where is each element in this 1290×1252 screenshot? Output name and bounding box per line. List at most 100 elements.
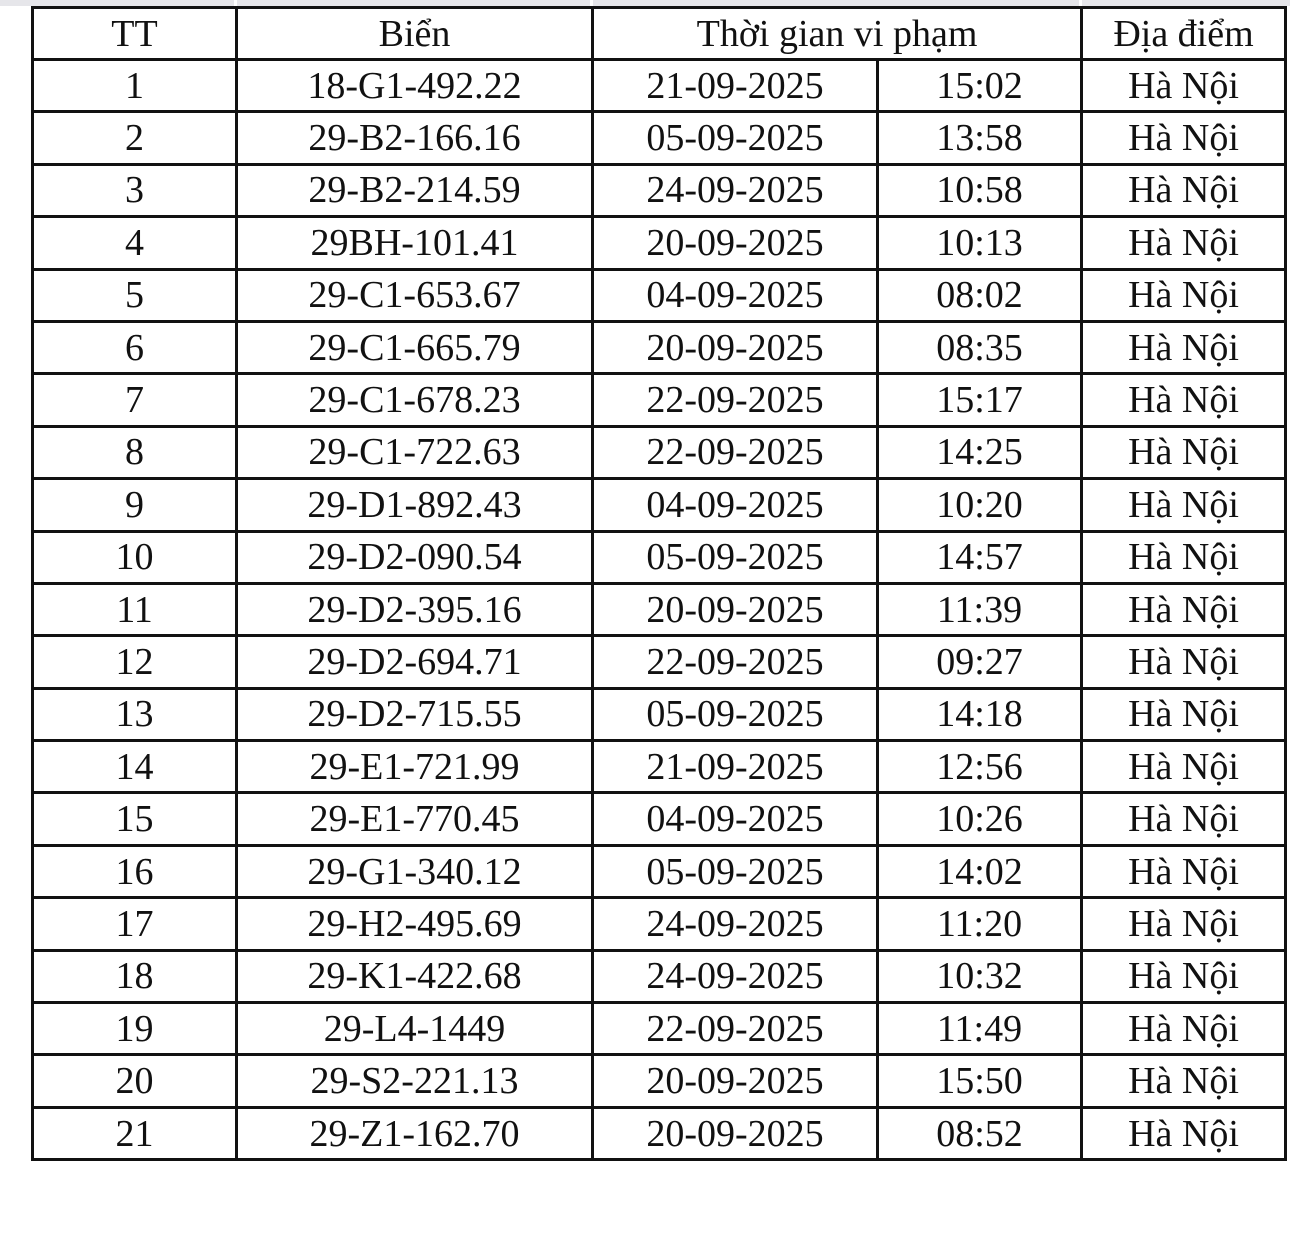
cell-tt: 12 xyxy=(31,634,238,690)
cell-date: 05-09-2025 xyxy=(591,529,879,585)
cell-date: 20-09-2025 xyxy=(591,1053,879,1109)
cell-time: 13:58 xyxy=(876,110,1083,166)
table-row: 8 29-C1-722.63 22-09-2025 14:25 Hà Nội xyxy=(31,424,1287,481)
cell-location: Hà Nội xyxy=(1080,477,1287,533)
table-row: 13 29-D2-715.55 05-09-2025 14:18 Hà Nội xyxy=(31,686,1287,743)
header-plate: Biển xyxy=(235,6,594,61)
table-row: 19 29-L4-1449 22-09-2025 11:49 Hà Nội xyxy=(31,1001,1287,1057)
header-tt: TT xyxy=(31,6,238,61)
cell-time: 10:13 xyxy=(876,215,1083,271)
cell-date: 22-09-2025 xyxy=(591,634,879,690)
cell-location: Hà Nội xyxy=(1080,739,1287,795)
cell-plate: 29-K1-422.68 xyxy=(235,948,594,1005)
cell-date: 04-09-2025 xyxy=(591,477,879,533)
cell-location: Hà Nội xyxy=(1080,110,1287,166)
cell-location: Hà Nội xyxy=(1080,581,1287,638)
cell-tt: 17 xyxy=(31,896,238,952)
table-row: 4 29BH-101.41 20-09-2025 10:13 Hà Nội xyxy=(31,215,1287,271)
cell-location: Hà Nội xyxy=(1080,267,1287,323)
cell-date: 22-09-2025 xyxy=(591,424,879,481)
cell-date: 05-09-2025 xyxy=(591,686,879,743)
cell-time: 10:32 xyxy=(876,948,1083,1005)
table-row: 12 29-D2-694.71 22-09-2025 09:27 Hà Nội xyxy=(31,634,1287,690)
cell-time: 11:49 xyxy=(876,1001,1083,1057)
cell-plate: 29-G1-340.12 xyxy=(235,843,594,900)
cell-plate: 18-G1-492.22 xyxy=(235,57,594,114)
cell-location: Hà Nội xyxy=(1080,843,1287,900)
cell-tt: 18 xyxy=(31,948,238,1005)
cell-plate: 29-H2-495.69 xyxy=(235,896,594,952)
sheet-top-strip xyxy=(0,0,1290,6)
cell-plate: 29-S2-221.13 xyxy=(235,1053,594,1109)
cell-plate: 29-C1-722.63 xyxy=(235,424,594,481)
cell-plate: 29-D2-090.54 xyxy=(235,529,594,585)
cell-time: 10:26 xyxy=(876,791,1083,847)
cell-tt: 16 xyxy=(31,843,238,900)
cell-plate: 29-Z1-162.70 xyxy=(235,1105,594,1162)
cell-location: Hà Nội xyxy=(1080,1001,1287,1057)
cell-time: 10:20 xyxy=(876,477,1083,533)
cell-tt: 14 xyxy=(31,739,238,795)
cell-location: Hà Nội xyxy=(1080,529,1287,585)
cell-date: 20-09-2025 xyxy=(591,215,879,271)
cell-date: 05-09-2025 xyxy=(591,110,879,166)
cell-location: Hà Nội xyxy=(1080,948,1287,1005)
cell-tt: 7 xyxy=(31,372,238,428)
table-row: 7 29-C1-678.23 22-09-2025 15:17 Hà Nội xyxy=(31,372,1287,428)
cell-plate: 29-D2-395.16 xyxy=(235,581,594,638)
cell-plate: 29-D2-715.55 xyxy=(235,686,594,743)
cell-date: 04-09-2025 xyxy=(591,267,879,323)
cell-location: Hà Nội xyxy=(1080,634,1287,690)
cell-time: 15:17 xyxy=(876,372,1083,428)
cell-plate: 29-L4-1449 xyxy=(235,1001,594,1057)
cell-location: Hà Nội xyxy=(1080,162,1287,219)
cell-date: 21-09-2025 xyxy=(591,739,879,795)
cell-time: 11:20 xyxy=(876,896,1083,952)
cell-tt: 5 xyxy=(31,267,238,323)
table-row: 20 29-S2-221.13 20-09-2025 15:50 Hà Nội xyxy=(31,1053,1287,1109)
cell-date: 20-09-2025 xyxy=(591,319,879,376)
header-time: Thời gian vi phạm xyxy=(591,6,1083,61)
cell-time: 14:02 xyxy=(876,843,1083,900)
table-row: 15 29-E1-770.45 04-09-2025 10:26 Hà Nội xyxy=(31,791,1287,847)
header-row: TT Biển Thời gian vi phạm Địa điểm xyxy=(31,6,1287,61)
cell-date: 04-09-2025 xyxy=(591,791,879,847)
cell-date: 24-09-2025 xyxy=(591,896,879,952)
cell-date: 24-09-2025 xyxy=(591,948,879,1005)
cell-location: Hà Nội xyxy=(1080,686,1287,743)
cell-date: 21-09-2025 xyxy=(591,57,879,114)
cell-location: Hà Nội xyxy=(1080,372,1287,428)
cell-tt: 6 xyxy=(31,319,238,376)
cell-location: Hà Nội xyxy=(1080,1105,1287,1162)
table-row: 5 29-C1-653.67 04-09-2025 08:02 Hà Nội xyxy=(31,267,1287,323)
table-row: 18 29-K1-422.68 24-09-2025 10:32 Hà Nội xyxy=(31,948,1287,1005)
table-row: 21 29-Z1-162.70 20-09-2025 08:52 Hà Nội xyxy=(31,1105,1287,1162)
table-row: 9 29-D1-892.43 04-09-2025 10:20 Hà Nội xyxy=(31,477,1287,533)
cell-time: 08:35 xyxy=(876,319,1083,376)
cell-plate: 29-B2-166.16 xyxy=(235,110,594,166)
cell-time: 09:27 xyxy=(876,634,1083,690)
header-location: Địa điểm xyxy=(1080,6,1287,61)
cell-tt: 4 xyxy=(31,215,238,271)
cell-tt: 9 xyxy=(31,477,238,533)
cell-plate: 29BH-101.41 xyxy=(235,215,594,271)
cell-time: 10:58 xyxy=(876,162,1083,219)
cell-time: 11:39 xyxy=(876,581,1083,638)
table-row: 1 18-G1-492.22 21-09-2025 15:02 Hà Nội xyxy=(31,57,1287,114)
cell-date: 22-09-2025 xyxy=(591,372,879,428)
table-row: 2 29-B2-166.16 05-09-2025 13:58 Hà Nội xyxy=(31,110,1287,166)
table-row: 11 29-D2-395.16 20-09-2025 11:39 Hà Nội xyxy=(31,581,1287,638)
cell-plate: 29-C1-678.23 xyxy=(235,372,594,428)
cell-plate: 29-B2-214.59 xyxy=(235,162,594,219)
cell-plate: 29-E1-721.99 xyxy=(235,739,594,795)
cell-plate: 29-D2-694.71 xyxy=(235,634,594,690)
cell-tt: 13 xyxy=(31,686,238,743)
cell-tt: 19 xyxy=(31,1001,238,1057)
cell-plate: 29-C1-665.79 xyxy=(235,319,594,376)
cell-location: Hà Nội xyxy=(1080,424,1287,481)
cell-location: Hà Nội xyxy=(1080,215,1287,271)
cell-tt: 1 xyxy=(31,57,238,114)
cell-location: Hà Nội xyxy=(1080,1053,1287,1109)
table-row: 3 29-B2-214.59 24-09-2025 10:58 Hà Nội xyxy=(31,162,1287,219)
cell-date: 24-09-2025 xyxy=(591,162,879,219)
